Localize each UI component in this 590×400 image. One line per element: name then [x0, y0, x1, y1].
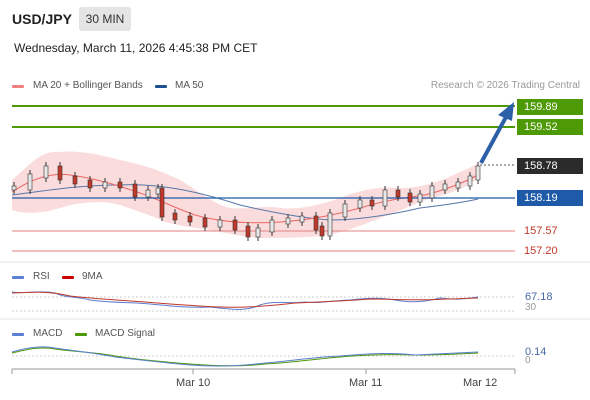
bollinger-band — [12, 151, 478, 238]
candle-body — [159, 187, 165, 218]
candle-body — [319, 225, 325, 237]
ma50-swatch-icon — [155, 85, 167, 88]
candle-body — [467, 175, 473, 187]
rsi-ma-swatch-icon — [62, 276, 74, 279]
candle-body — [87, 179, 93, 189]
candle-body — [11, 185, 17, 191]
candle-body — [232, 219, 238, 231]
candle-body — [395, 189, 401, 198]
candle-body — [57, 165, 63, 181]
x-axis-label: Mar 11 — [349, 377, 383, 389]
rsi-swatch-icon — [12, 276, 24, 279]
legend-rsi-label: RSI — [33, 271, 50, 282]
level-pivot-tag: 158.19 — [517, 190, 583, 206]
datetime-label: Wednesday, March 11, 2026 4:45:38 PM CET — [14, 41, 258, 55]
candle-body — [299, 215, 305, 223]
candle-body — [255, 227, 261, 238]
candle-body — [475, 165, 481, 181]
macd-signal-swatch-icon — [75, 333, 87, 336]
candle-body — [27, 173, 33, 191]
ma20-line — [11, 173, 479, 224]
rsi-ma-line — [11, 291, 479, 308]
rsi-value: 67.18 — [525, 291, 553, 303]
candle-body — [155, 187, 161, 195]
timeframe-button[interactable]: 30 MIN — [79, 7, 131, 31]
forecast-arrow-head-icon — [498, 102, 514, 121]
forecast-arrow — [479, 116, 508, 164]
candlesticks — [11, 162, 481, 241]
candle-body — [72, 175, 78, 185]
candle-body — [43, 165, 49, 179]
legend-macd-label: MACD — [33, 328, 63, 339]
candle-body — [187, 215, 193, 223]
candle-body — [455, 181, 461, 189]
candle-body — [269, 219, 275, 233]
level-r1-tag: 159.52 — [517, 119, 583, 135]
x-axis-label: Mar 12 — [463, 377, 498, 389]
candle-body — [245, 225, 251, 238]
macd-signal-line — [11, 347, 479, 367]
candle-body — [327, 212, 333, 237]
rsi-level-30-label: 30 — [525, 302, 537, 313]
candle-body — [285, 217, 291, 225]
ma50-line — [11, 184, 479, 221]
legend-rsi-ma-label: 9MA — [82, 271, 103, 282]
candle-body — [313, 215, 319, 231]
macd-line — [11, 346, 479, 367]
legend-ma20-label: MA 20 + Bollinger Bands — [33, 80, 143, 91]
level-s1-tag: 157.57 — [524, 225, 558, 237]
candle-body — [342, 203, 348, 218]
candle-body — [429, 185, 435, 199]
candle-body — [172, 212, 178, 221]
candle-body — [217, 219, 223, 228]
candle-body — [382, 189, 388, 207]
credit-label: Research © 2026 Trading Central — [430, 80, 580, 91]
candle-body — [442, 183, 448, 191]
candle-body — [102, 181, 108, 189]
candle-body — [202, 217, 208, 228]
candle-body — [369, 199, 375, 207]
legend-ma50-label: MA 50 — [175, 80, 204, 91]
current-price-tag: 158.78 — [517, 158, 583, 174]
level-s2-tag: 157.20 — [524, 245, 558, 257]
symbol-title: USD/JPY — [12, 11, 72, 27]
candle-body — [132, 183, 138, 198]
candle-body — [145, 189, 151, 198]
legend-macd-signal-label: MACD Signal — [95, 328, 156, 339]
candle-body — [407, 192, 413, 203]
candle-body — [117, 181, 123, 189]
macd-value: 0.14 — [525, 346, 547, 358]
ma20-swatch-icon — [12, 85, 24, 88]
level-r2-tag: 159.89 — [517, 99, 583, 115]
macd-zero-label: 0 — [525, 355, 531, 366]
candle-body — [417, 193, 423, 203]
x-axis-label: Mar 10 — [176, 377, 211, 389]
macd-swatch-icon — [12, 333, 24, 336]
candle-body — [357, 199, 363, 209]
rsi-line — [11, 291, 479, 310]
